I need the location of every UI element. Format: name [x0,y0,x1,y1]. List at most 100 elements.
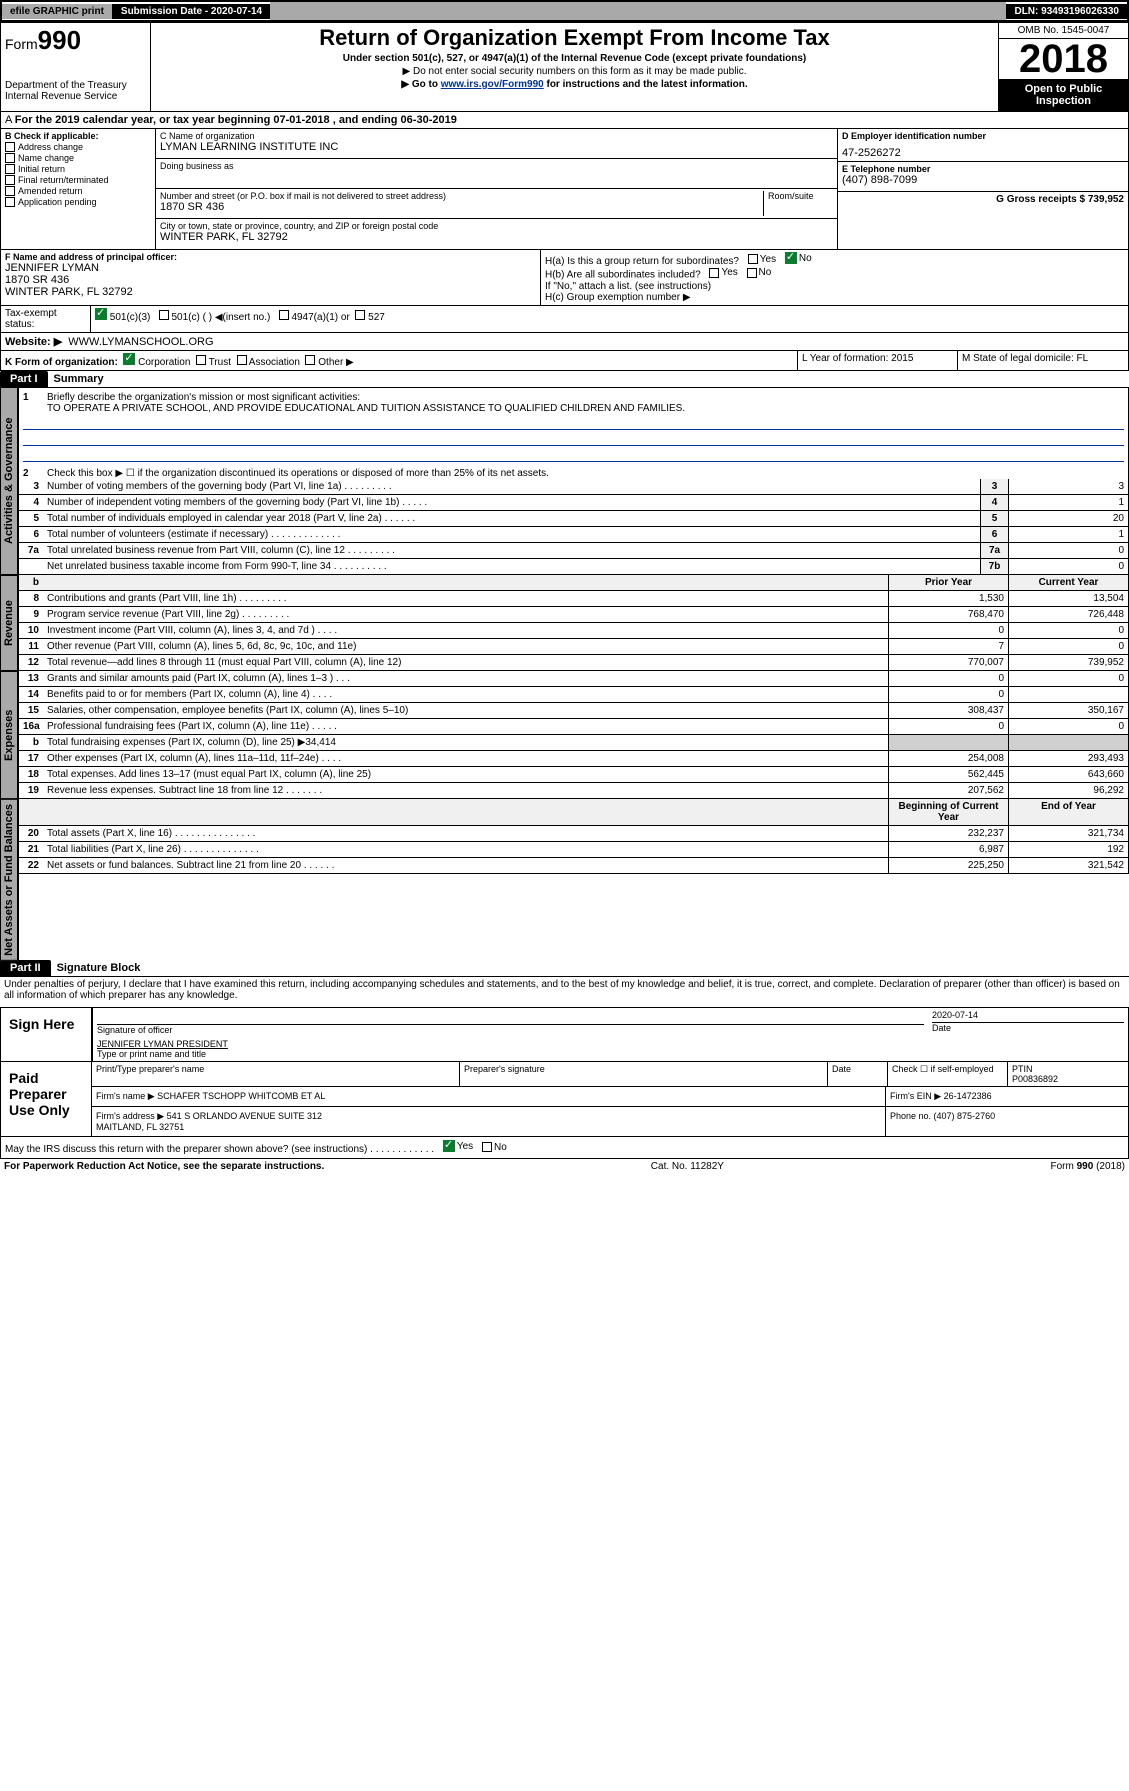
block-f: F Name and address of principal officer:… [1,250,541,305]
opt-corp: Corporation [138,357,190,368]
header-mid: Return of Organization Exempt From Incom… [151,23,998,111]
hb-text: H(b) Are all subordinates included? [545,270,701,281]
block-c: C Name of organization LYMAN LEARNING IN… [156,129,838,249]
checkbox[interactable] [5,186,15,196]
discuss-text: May the IRS discuss this return with the… [5,1144,434,1155]
efile-label[interactable]: efile GRAPHIC print [2,4,113,19]
revenue-header: b Prior Year Current Year [19,575,1129,591]
sig-date: 2020-07-14 [932,1010,1124,1020]
blank-line [23,416,1124,430]
subtitle-2: ▶ Do not enter social security numbers o… [155,66,994,77]
form990-link[interactable]: www.irs.gov/Form990 [441,79,544,90]
hb-no-checkbox[interactable] [747,268,757,278]
501c-checkbox[interactable] [159,310,169,320]
checkbox[interactable] [5,197,15,207]
table-row: 20Total assets (Part X, line 16) . . . .… [19,826,1129,842]
table-row: 6Total number of volunteers (estimate if… [19,527,1129,543]
block-right: D Employer identification number 47-2526… [838,129,1128,249]
table-row: 13Grants and similar amounts paid (Part … [19,671,1129,687]
officer-label: F Name and address of principal officer: [5,252,536,262]
check-line: Name change [5,153,151,163]
prep-sig-label: Preparer's signature [460,1062,828,1086]
part2-title: Signature Block [51,960,147,976]
ein-label: D Employer identification number [842,131,1124,141]
dln: DLN: 93493196026330 [1006,4,1127,19]
501c3-checkbox[interactable] [95,308,107,320]
paid-preparer-row: Paid Preparer Use Only Print/Type prepar… [1,1062,1128,1136]
form-label: Form [5,36,38,52]
governance-body: 1Briefly describe the organization's mis… [18,387,1129,575]
officer-name-addr: JENNIFER LYMAN 1870 SR 436 WINTER PARK, … [5,262,536,298]
phone-label: E Telephone number [842,164,1124,174]
check-line: Initial return [5,164,151,174]
table-row: 7aTotal unrelated business revenue from … [19,543,1129,559]
block-b-label: B Check if applicable: [5,131,151,141]
perjury-text: Under penalties of perjury, I declare th… [0,976,1129,1003]
ha-no-checkbox[interactable] [785,252,797,264]
assoc-checkbox[interactable] [237,355,247,365]
signature-block: Sign Here Signature of officer 2020-07-1… [0,1007,1129,1137]
tax-status-row: Tax-exempt status: 501(c)(3) 501(c) ( ) … [0,306,1129,333]
table-row: 16aProfessional fundraising fees (Part I… [19,719,1129,735]
checkbox[interactable] [5,175,15,185]
checkbox[interactable] [5,153,15,163]
opt-527: 527 [368,312,385,323]
sig-date-label: Date [932,1023,1124,1033]
table-row: 18Total expenses. Add lines 13–17 (must … [19,767,1129,783]
discuss-no-checkbox[interactable] [482,1142,492,1152]
firm-addr-label: Firm's address ▶ [96,1111,164,1121]
city-state-zip: WINTER PARK, FL 32792 [160,231,833,243]
ha-yes-checkbox[interactable] [748,254,758,264]
addr-row: Number and street (or P.O. box if mail i… [156,189,837,219]
discuss-yes-checkbox[interactable] [443,1140,455,1152]
org-name-row: C Name of organization LYMAN LEARNING IN… [156,129,837,159]
table-row: 4Number of independent voting members of… [19,495,1129,511]
block-k: K Form of organization: Corporation Trus… [1,351,798,370]
checkbox[interactable] [5,164,15,174]
table-row: 10Investment income (Part VIII, column (… [19,623,1129,639]
check-line: Amended return [5,186,151,196]
opt-other: Other ▶ [318,357,353,368]
check-label: Application pending [18,197,97,207]
city-label: City or town, state or province, country… [160,221,833,231]
sig-officer-label: Signature of officer [97,1025,924,1035]
4947-checkbox[interactable] [279,310,289,320]
netassets-body: Beginning of Current Year End of Year 20… [18,799,1129,961]
checkbox[interactable] [5,142,15,152]
dba-label: Doing business as [160,161,833,171]
527-checkbox[interactable] [355,310,365,320]
block-a-calendar: A For the 2019 calendar year, or tax yea… [0,112,1129,129]
q2-text: Check this box ▶ ☐ if the organization d… [47,468,1124,479]
table-row: 21Total liabilities (Part X, line 26) . … [19,842,1129,858]
hb-note: If "No," attach a list. (see instruction… [545,281,1124,292]
submission-date: Submission Date - 2020-07-14 [113,4,270,19]
hb-yes-checkbox[interactable] [709,268,719,278]
check-label: Amended return [18,186,83,196]
check-label: Name change [18,153,74,163]
trust-checkbox[interactable] [196,355,206,365]
corp-checkbox[interactable] [123,353,135,365]
topbar-spacer [270,2,1006,20]
blank [43,575,888,590]
ein-row: D Employer identification number 47-2526… [838,129,1128,162]
subtitle-3: ▶ Go to www.irs.gov/Form990 for instruct… [155,79,994,90]
check-line: Application pending [5,197,151,207]
goto-post: for instructions and the latest informat… [544,79,748,90]
officer-group-row: F Name and address of principal officer:… [0,250,1129,306]
block-h: H(a) Is this a group return for subordin… [541,250,1128,305]
table-row: 15Salaries, other compensation, employee… [19,703,1129,719]
prep-date-label: Date [828,1062,888,1086]
form-org-row: K Form of organization: Corporation Trus… [0,351,1129,371]
part1-tab: Part I [0,371,48,387]
blank: b [19,575,43,590]
identity-row: B Check if applicable: Address changeNam… [0,129,1129,250]
other-checkbox[interactable] [305,355,315,365]
tax-status-label: Tax-exempt status: [1,306,91,332]
check-label: Initial return [18,164,65,174]
table-row: 22Net assets or fund balances. Subtract … [19,858,1129,874]
part2-header: Part II Signature Block [0,960,1129,976]
tab-governance: Activities & Governance [0,387,18,575]
hb-row: H(b) Are all subordinates included? Yes … [545,267,1124,281]
ein: 47-2526272 [842,147,1124,159]
cal-text: For the 2019 calendar year, or tax year … [15,114,457,126]
